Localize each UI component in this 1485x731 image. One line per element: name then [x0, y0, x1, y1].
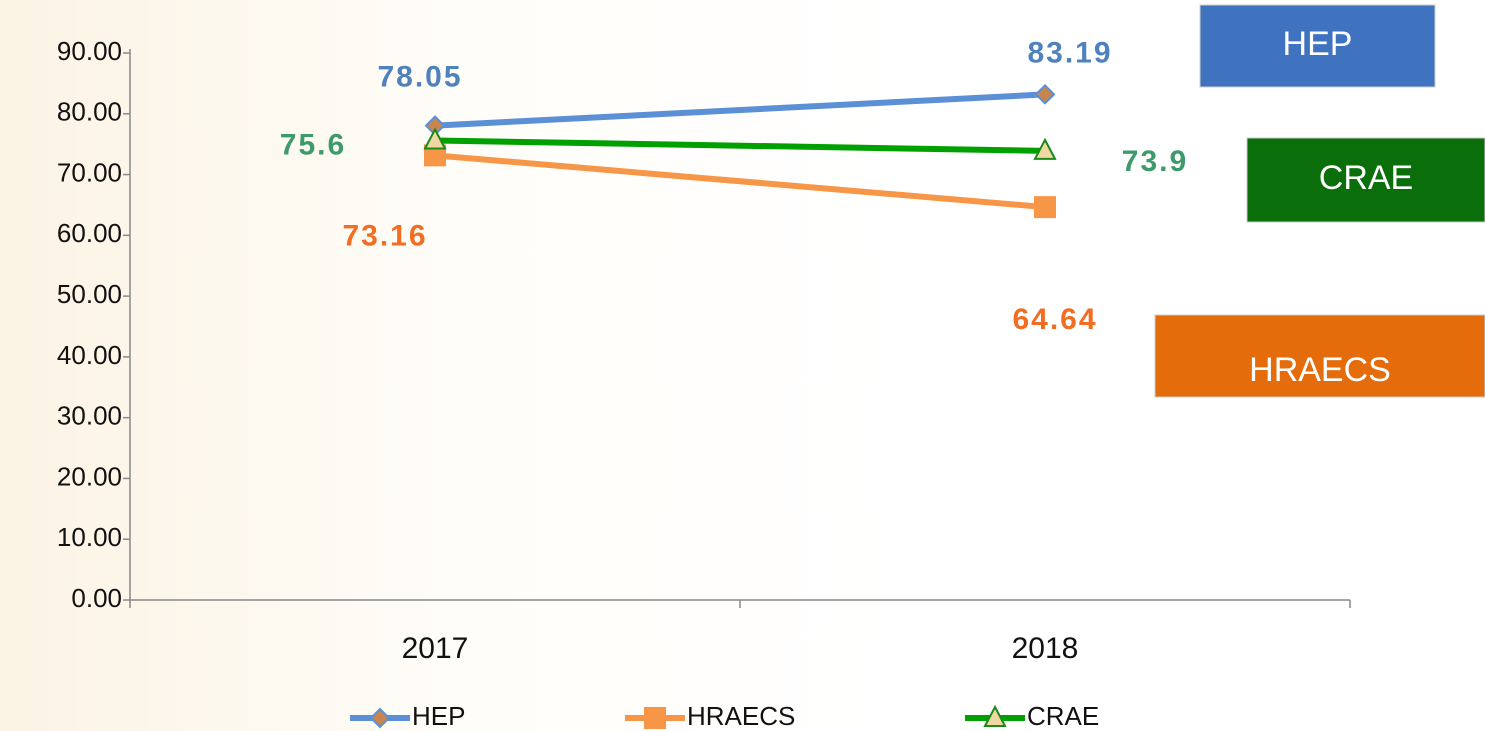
line: [434, 152, 1046, 211]
marker: [1034, 196, 1056, 219]
y-tick-label: 10.00: [57, 522, 122, 552]
marker: [644, 707, 666, 729]
y-tick-label: 20.00: [57, 461, 122, 491]
annotation-text: HEP: [1283, 25, 1353, 63]
x-tick-label: 2017: [402, 632, 469, 665]
data-label: 64.64: [1012, 303, 1097, 336]
data-label: 73.9: [1122, 145, 1188, 178]
annotation-text: CRAE: [1319, 159, 1413, 197]
y-tick-label: 30.00: [57, 401, 122, 431]
y-tick-label: 60.00: [57, 218, 122, 248]
y-tick-label: 90.00: [57, 36, 122, 66]
annotation-box: [1154, 314, 1485, 398]
data-label: 83.19: [1027, 36, 1112, 69]
marker: [1033, 137, 1057, 160]
y-tick-label: 0.00: [71, 583, 122, 613]
legend-label: HEP: [412, 701, 465, 731]
annotation-box: [1199, 4, 1436, 88]
y-tick-label: 80.00: [57, 97, 122, 127]
data-label: 75.6: [280, 128, 346, 161]
y-tick-label: 40.00: [57, 340, 122, 370]
y-tick-label: 70.00: [57, 157, 122, 187]
line: [434, 137, 1046, 154]
annotation-box: [1246, 137, 1485, 223]
data-label: 78.05: [377, 61, 462, 94]
annotation: CRAE: [1246, 137, 1485, 223]
marker: [369, 707, 391, 729]
legend-label: CRAE: [1027, 701, 1099, 731]
marker: [1034, 83, 1056, 105]
line: [434, 91, 1046, 129]
annotation: HEP: [1199, 4, 1436, 88]
legend-item: CRAE: [965, 701, 1099, 731]
x-tick-label: 2018: [1012, 632, 1079, 665]
annotation-text: HRAECS: [1249, 351, 1391, 389]
annotation: HRAECS: [1154, 314, 1485, 398]
y-tick-label: 50.00: [57, 279, 122, 309]
legend-label: HRAECS: [687, 701, 795, 731]
marker: [983, 704, 1007, 727]
legend-item: HEP: [350, 701, 465, 731]
marker: [423, 127, 447, 150]
legend-item: HRAECS: [625, 701, 795, 731]
data-label: 73.16: [342, 219, 427, 252]
